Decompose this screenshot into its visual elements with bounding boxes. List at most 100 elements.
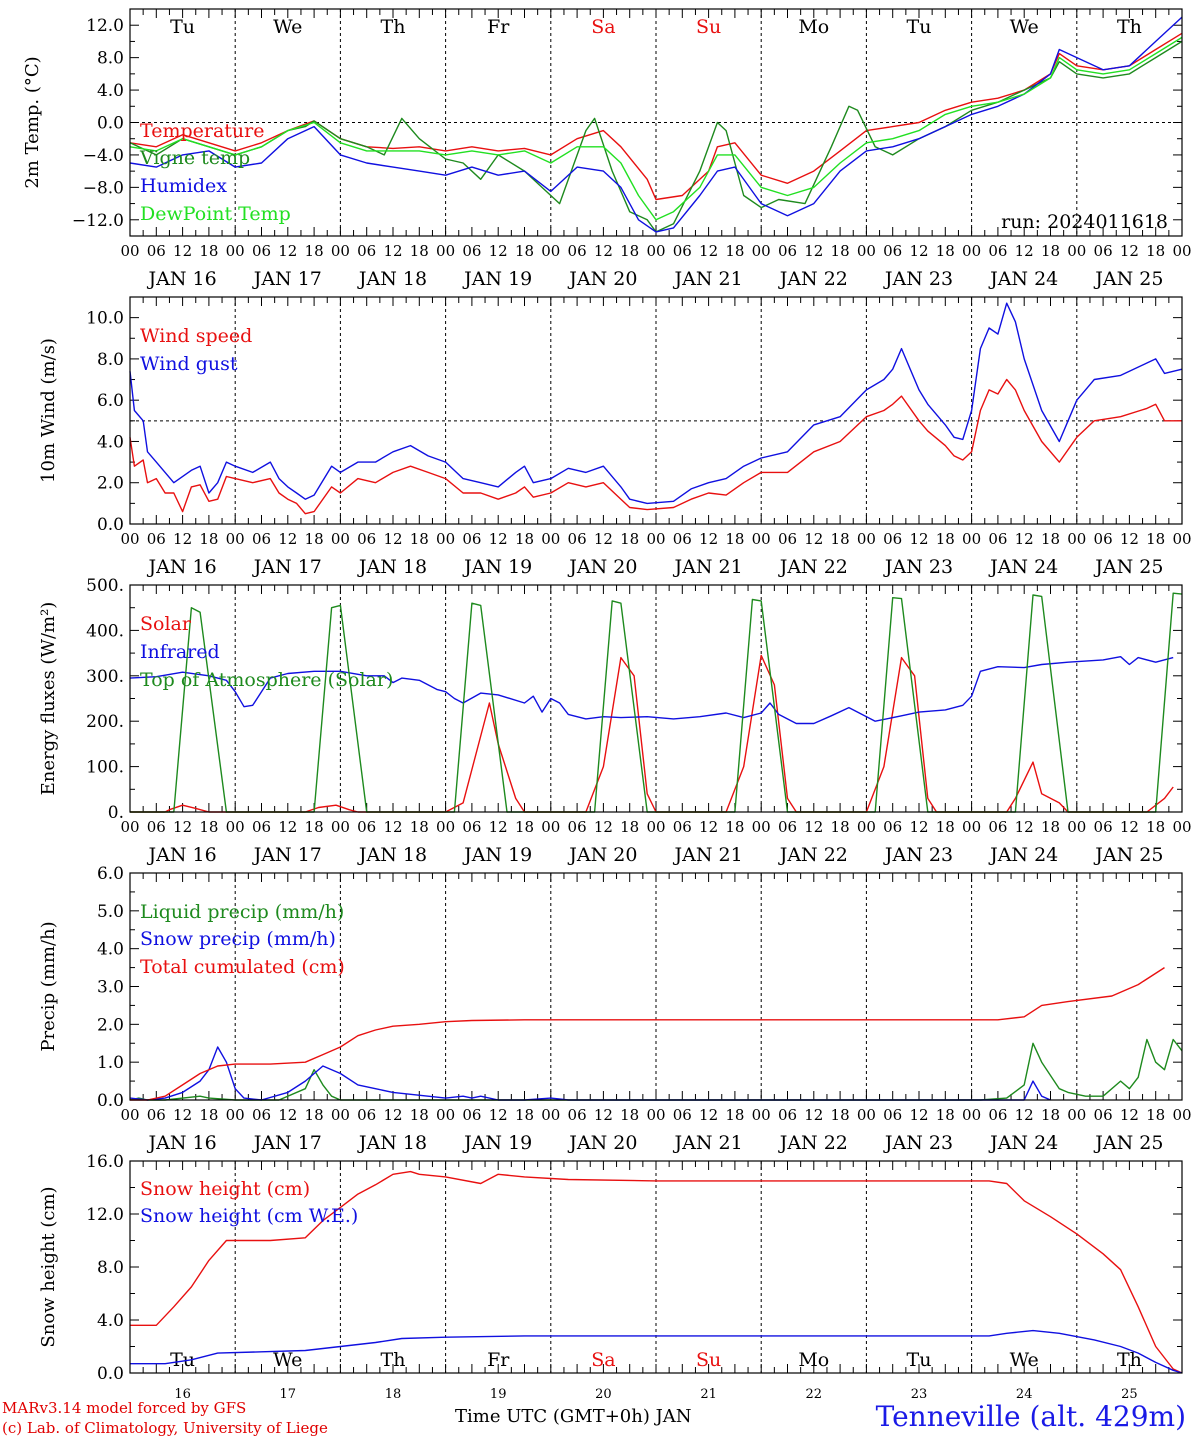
hour-tick-label: 00 (331, 242, 350, 260)
plot-frame (129, 8, 1183, 237)
date-label: JAN 19 (462, 556, 532, 578)
hour-tick-label: 06 (778, 242, 797, 260)
y-tick-label: 4.0 (97, 81, 124, 101)
y-tick-label: 4.0 (97, 940, 124, 960)
day-number-label: 22 (806, 1387, 823, 1402)
hour-tick-label: 00 (752, 242, 771, 260)
hour-tick-label: 12 (278, 1106, 297, 1124)
weekday-label: Tu (170, 16, 195, 38)
legend-entry: Humidex (140, 175, 227, 197)
weekday-label: We (1010, 1349, 1039, 1371)
hour-tick-label: 06 (1094, 1106, 1113, 1124)
weekday-label: Sa (591, 1349, 615, 1371)
hour-tick-label: 06 (147, 818, 166, 836)
series-line-dewpoint-temp (129, 36, 1183, 221)
hour-tick-label: 06 (357, 818, 376, 836)
time-axis-title: Time UTC (GMT+0h) JAN (455, 1406, 692, 1427)
date-label: JAN 17 (252, 1132, 322, 1154)
hour-tick-label: 12 (173, 530, 192, 548)
date-label: JAN 25 (1093, 1132, 1163, 1154)
hour-tick-label: 00 (962, 530, 981, 548)
hour-tick-label: 18 (410, 530, 429, 548)
hour-tick-label: 18 (936, 1106, 955, 1124)
hour-tick-label: 00 (646, 530, 665, 548)
hour-tick-label: 18 (725, 242, 744, 260)
hour-tick-label: 06 (147, 242, 166, 260)
hour-tick-label: 12 (1015, 242, 1034, 260)
y-tick-label: −4.0 (83, 146, 124, 166)
series-line-snow-height-cm- (130, 1170, 1183, 1374)
date-label: JAN 22 (778, 556, 848, 578)
chart-panel-4: 0.0 1.0 2.0 3.0 4.0 5.0 6.0 Precip (mm/h) Liquid… (38, 864, 1192, 1154)
hour-tick-label: 12 (909, 530, 928, 548)
hour-tick-label: 18 (725, 1106, 744, 1124)
hour-tick-label: 06 (462, 1106, 481, 1124)
hour-tick-label: 00 (857, 818, 876, 836)
y-tick-label: 400. (86, 621, 124, 641)
series-line-vigne-temp (129, 40, 1183, 233)
hour-tick-label: 18 (1146, 530, 1165, 548)
date-label: JAN 24 (988, 844, 1058, 866)
day-number-label: 24 (1016, 1387, 1033, 1402)
legend-entry: Temperature (140, 120, 264, 142)
lab-credit-line: (c) Lab. of Climatology, University of L… (2, 1419, 328, 1437)
hour-tick-label: 12 (383, 1106, 402, 1124)
y-tick-label: 500. (86, 576, 124, 596)
day-number-label: 25 (1121, 1387, 1138, 1402)
legend-entry: Total cumulated (cm) (140, 956, 345, 978)
date-label: JAN 16 (147, 844, 217, 866)
date-label: JAN 16 (147, 268, 217, 290)
hour-tick-label: 12 (594, 242, 613, 260)
date-label: JAN 16 (147, 1132, 217, 1154)
hour-tick-label: 06 (252, 818, 271, 836)
date-label: JAN 23 (883, 844, 953, 866)
hour-tick-label: 00 (646, 242, 665, 260)
hour-tick-label: 12 (594, 1106, 613, 1124)
chart-panel-5: 0.0 4.0 8.0 12.0 16.0 Snow height (cm) Tu We Th F… (38, 1152, 1183, 1402)
y-tick-label: 16.0 (86, 1152, 124, 1172)
y-tick-label: 6.0 (97, 864, 124, 884)
hour-tick-label: 18 (620, 818, 639, 836)
weekday-label: Th (381, 1349, 406, 1371)
series-line-snow-height-cm-w-e- (130, 1329, 1183, 1374)
legend-entry: Liquid precip (mm/h) (140, 901, 344, 923)
legend-entry: Snow height (cm) (140, 1178, 310, 1200)
hour-tick-label: 18 (515, 1106, 534, 1124)
hour-tick-label: 06 (988, 818, 1007, 836)
weekday-label: Fr (487, 1349, 510, 1371)
y-tick-label: 2.0 (97, 474, 124, 494)
date-label: JAN 25 (1093, 844, 1163, 866)
y-tick-label: 300. (86, 667, 124, 687)
legend-entry: Infrared (140, 641, 220, 663)
y-tick-label: 4.0 (97, 432, 124, 452)
hour-tick-label: 18 (199, 242, 218, 260)
hour-tick-label: 00 (1172, 242, 1191, 260)
weekday-label: Sa (591, 16, 615, 38)
date-label: JAN 18 (357, 556, 427, 578)
y-axis-title: 2m Temp. (°C) (22, 56, 43, 188)
hour-tick-label: 00 (1067, 242, 1086, 260)
weekday-label: Tu (907, 16, 932, 38)
series-line-wind-gust (129, 302, 1183, 505)
y-tick-label: 12.0 (86, 16, 124, 36)
hour-tick-label: 00 (752, 530, 771, 548)
hour-tick-label: 06 (462, 242, 481, 260)
date-label: JAN 25 (1093, 268, 1163, 290)
hour-tick-label: 06 (988, 242, 1007, 260)
plot-frame (129, 872, 1183, 1101)
y-tick-label: 10.0 (86, 309, 124, 329)
hour-tick-label: 18 (199, 1106, 218, 1124)
hour-tick-label: 18 (199, 818, 218, 836)
y-tick-label: 8.0 (97, 350, 124, 370)
hour-tick-label: 00 (120, 1106, 139, 1124)
legend-entry: Snow height (cm W.E.) (140, 1205, 358, 1227)
date-label: JAN 24 (988, 1132, 1058, 1154)
hour-tick-label: 18 (725, 530, 744, 548)
hour-tick-label: 06 (357, 242, 376, 260)
date-label: JAN 22 (778, 844, 848, 866)
hour-tick-label: 00 (436, 818, 455, 836)
hour-tick-label: 12 (1120, 530, 1139, 548)
hour-tick-label: 18 (725, 818, 744, 836)
hour-tick-label: 12 (173, 818, 192, 836)
hour-tick-label: 00 (857, 1106, 876, 1124)
